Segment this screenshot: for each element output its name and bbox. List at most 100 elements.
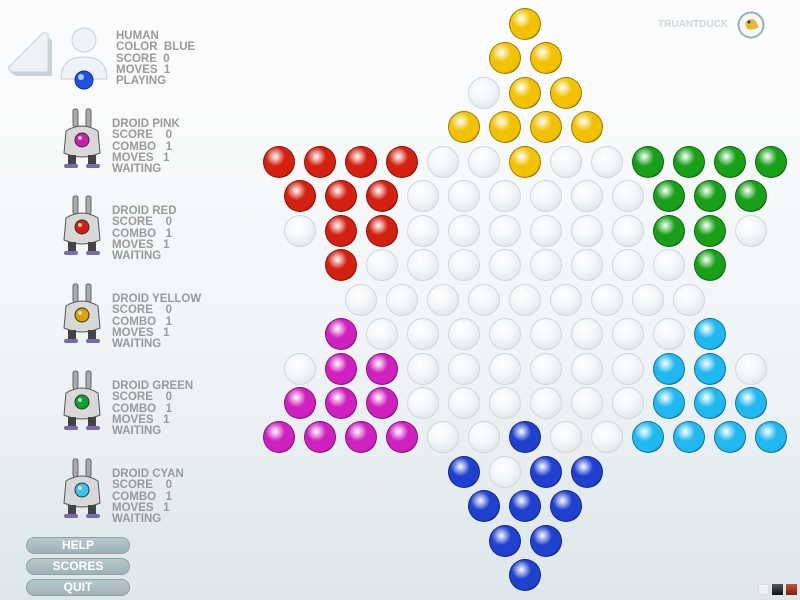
marble[interactable]	[263, 421, 295, 454]
marble[interactable]	[693, 249, 726, 282]
board-hole-empty[interactable]	[427, 283, 459, 316]
board-hole-empty[interactable]	[488, 249, 521, 282]
back-arrow-icon[interactable]	[6, 30, 56, 85]
marble[interactable]	[386, 421, 418, 454]
board-hole-empty[interactable]	[591, 283, 623, 316]
board-hole-empty[interactable]	[570, 214, 603, 247]
marble[interactable]	[509, 76, 541, 109]
board-hole-empty[interactable]	[447, 180, 480, 213]
marble[interactable]	[714, 145, 746, 178]
marble[interactable]	[365, 214, 398, 247]
marble[interactable]	[632, 145, 664, 178]
board-hole-empty[interactable]	[488, 318, 521, 351]
marble[interactable]	[714, 421, 746, 454]
marble[interactable]	[529, 42, 562, 75]
marble[interactable]	[652, 386, 685, 419]
board-hole-empty[interactable]	[345, 283, 377, 316]
theme-swatch-dark[interactable]	[772, 584, 783, 595]
marble[interactable]	[488, 42, 521, 75]
marble[interactable]	[365, 180, 398, 213]
board-hole-empty[interactable]	[591, 421, 623, 454]
marble[interactable]	[734, 180, 767, 213]
board-hole-empty[interactable]	[488, 352, 521, 385]
marble[interactable]	[529, 524, 562, 557]
board-hole-empty[interactable]	[386, 283, 418, 316]
board-hole-empty[interactable]	[468, 76, 500, 109]
marble[interactable]	[447, 455, 480, 488]
board-hole-empty[interactable]	[591, 145, 623, 178]
marble[interactable]	[509, 145, 541, 178]
marble[interactable]	[550, 490, 582, 523]
board-hole-empty[interactable]	[509, 283, 541, 316]
board-hole-empty[interactable]	[406, 180, 439, 213]
marble[interactable]	[509, 8, 541, 40]
board-hole-empty[interactable]	[652, 249, 685, 282]
board-hole-empty[interactable]	[406, 214, 439, 247]
board-hole-empty[interactable]	[406, 352, 439, 385]
marble[interactable]	[734, 386, 767, 419]
marble[interactable]	[324, 318, 357, 351]
board-hole-empty[interactable]	[447, 318, 480, 351]
board-hole-empty[interactable]	[734, 352, 767, 385]
board-hole-empty[interactable]	[468, 283, 500, 316]
board-hole-empty[interactable]	[611, 180, 644, 213]
marble[interactable]	[673, 145, 705, 178]
board-hole-empty[interactable]	[488, 214, 521, 247]
board-hole-empty[interactable]	[447, 249, 480, 282]
marble[interactable]	[755, 421, 787, 454]
marble[interactable]	[529, 455, 562, 488]
board-hole-empty[interactable]	[611, 318, 644, 351]
board-hole-empty[interactable]	[611, 386, 644, 419]
board-hole-empty[interactable]	[447, 214, 480, 247]
marble[interactable]	[673, 421, 705, 454]
marble[interactable]	[283, 386, 316, 419]
marble[interactable]	[693, 180, 726, 213]
board-hole-empty[interactable]	[570, 249, 603, 282]
board-hole-empty[interactable]	[632, 283, 664, 316]
marble[interactable]	[652, 352, 685, 385]
quit-button[interactable]: QUIT	[26, 579, 130, 596]
marble[interactable]	[652, 180, 685, 213]
board-hole-empty[interactable]	[570, 386, 603, 419]
theme-swatch-light[interactable]	[758, 584, 769, 595]
marble[interactable]	[488, 524, 521, 557]
marble[interactable]	[345, 145, 377, 178]
board-hole-empty[interactable]	[468, 145, 500, 178]
board-hole-empty[interactable]	[447, 352, 480, 385]
marble[interactable]	[509, 490, 541, 523]
board-hole-empty[interactable]	[427, 421, 459, 454]
marble[interactable]	[365, 386, 398, 419]
board-hole-empty[interactable]	[611, 249, 644, 282]
board-hole-empty[interactable]	[529, 180, 562, 213]
board-hole-empty[interactable]	[570, 180, 603, 213]
marble[interactable]	[693, 352, 726, 385]
board-hole-empty[interactable]	[529, 386, 562, 419]
marble[interactable]	[693, 386, 726, 419]
board-hole-empty[interactable]	[652, 318, 685, 351]
board-hole-empty[interactable]	[529, 352, 562, 385]
board-hole-empty[interactable]	[529, 249, 562, 282]
board-hole-empty[interactable]	[406, 249, 439, 282]
board-hole-empty[interactable]	[529, 318, 562, 351]
board-hole-empty[interactable]	[570, 352, 603, 385]
marble[interactable]	[529, 111, 562, 144]
marble[interactable]	[550, 76, 582, 109]
board-hole-empty[interactable]	[673, 283, 705, 316]
board-hole-empty[interactable]	[406, 318, 439, 351]
marble[interactable]	[447, 111, 480, 144]
board-hole-empty[interactable]	[529, 214, 562, 247]
duck-icon[interactable]	[737, 11, 765, 44]
marble[interactable]	[304, 145, 336, 178]
board-hole-empty[interactable]	[488, 180, 521, 213]
marble[interactable]	[570, 455, 603, 488]
board-hole-empty[interactable]	[734, 214, 767, 247]
marble[interactable]	[324, 249, 357, 282]
marble[interactable]	[693, 214, 726, 247]
board-hole-empty[interactable]	[488, 386, 521, 419]
board-hole-empty[interactable]	[570, 318, 603, 351]
board-hole-empty[interactable]	[611, 214, 644, 247]
help-button[interactable]: HELP	[26, 537, 130, 554]
marble[interactable]	[509, 559, 541, 592]
board-hole-empty[interactable]	[365, 249, 398, 282]
marble[interactable]	[488, 111, 521, 144]
